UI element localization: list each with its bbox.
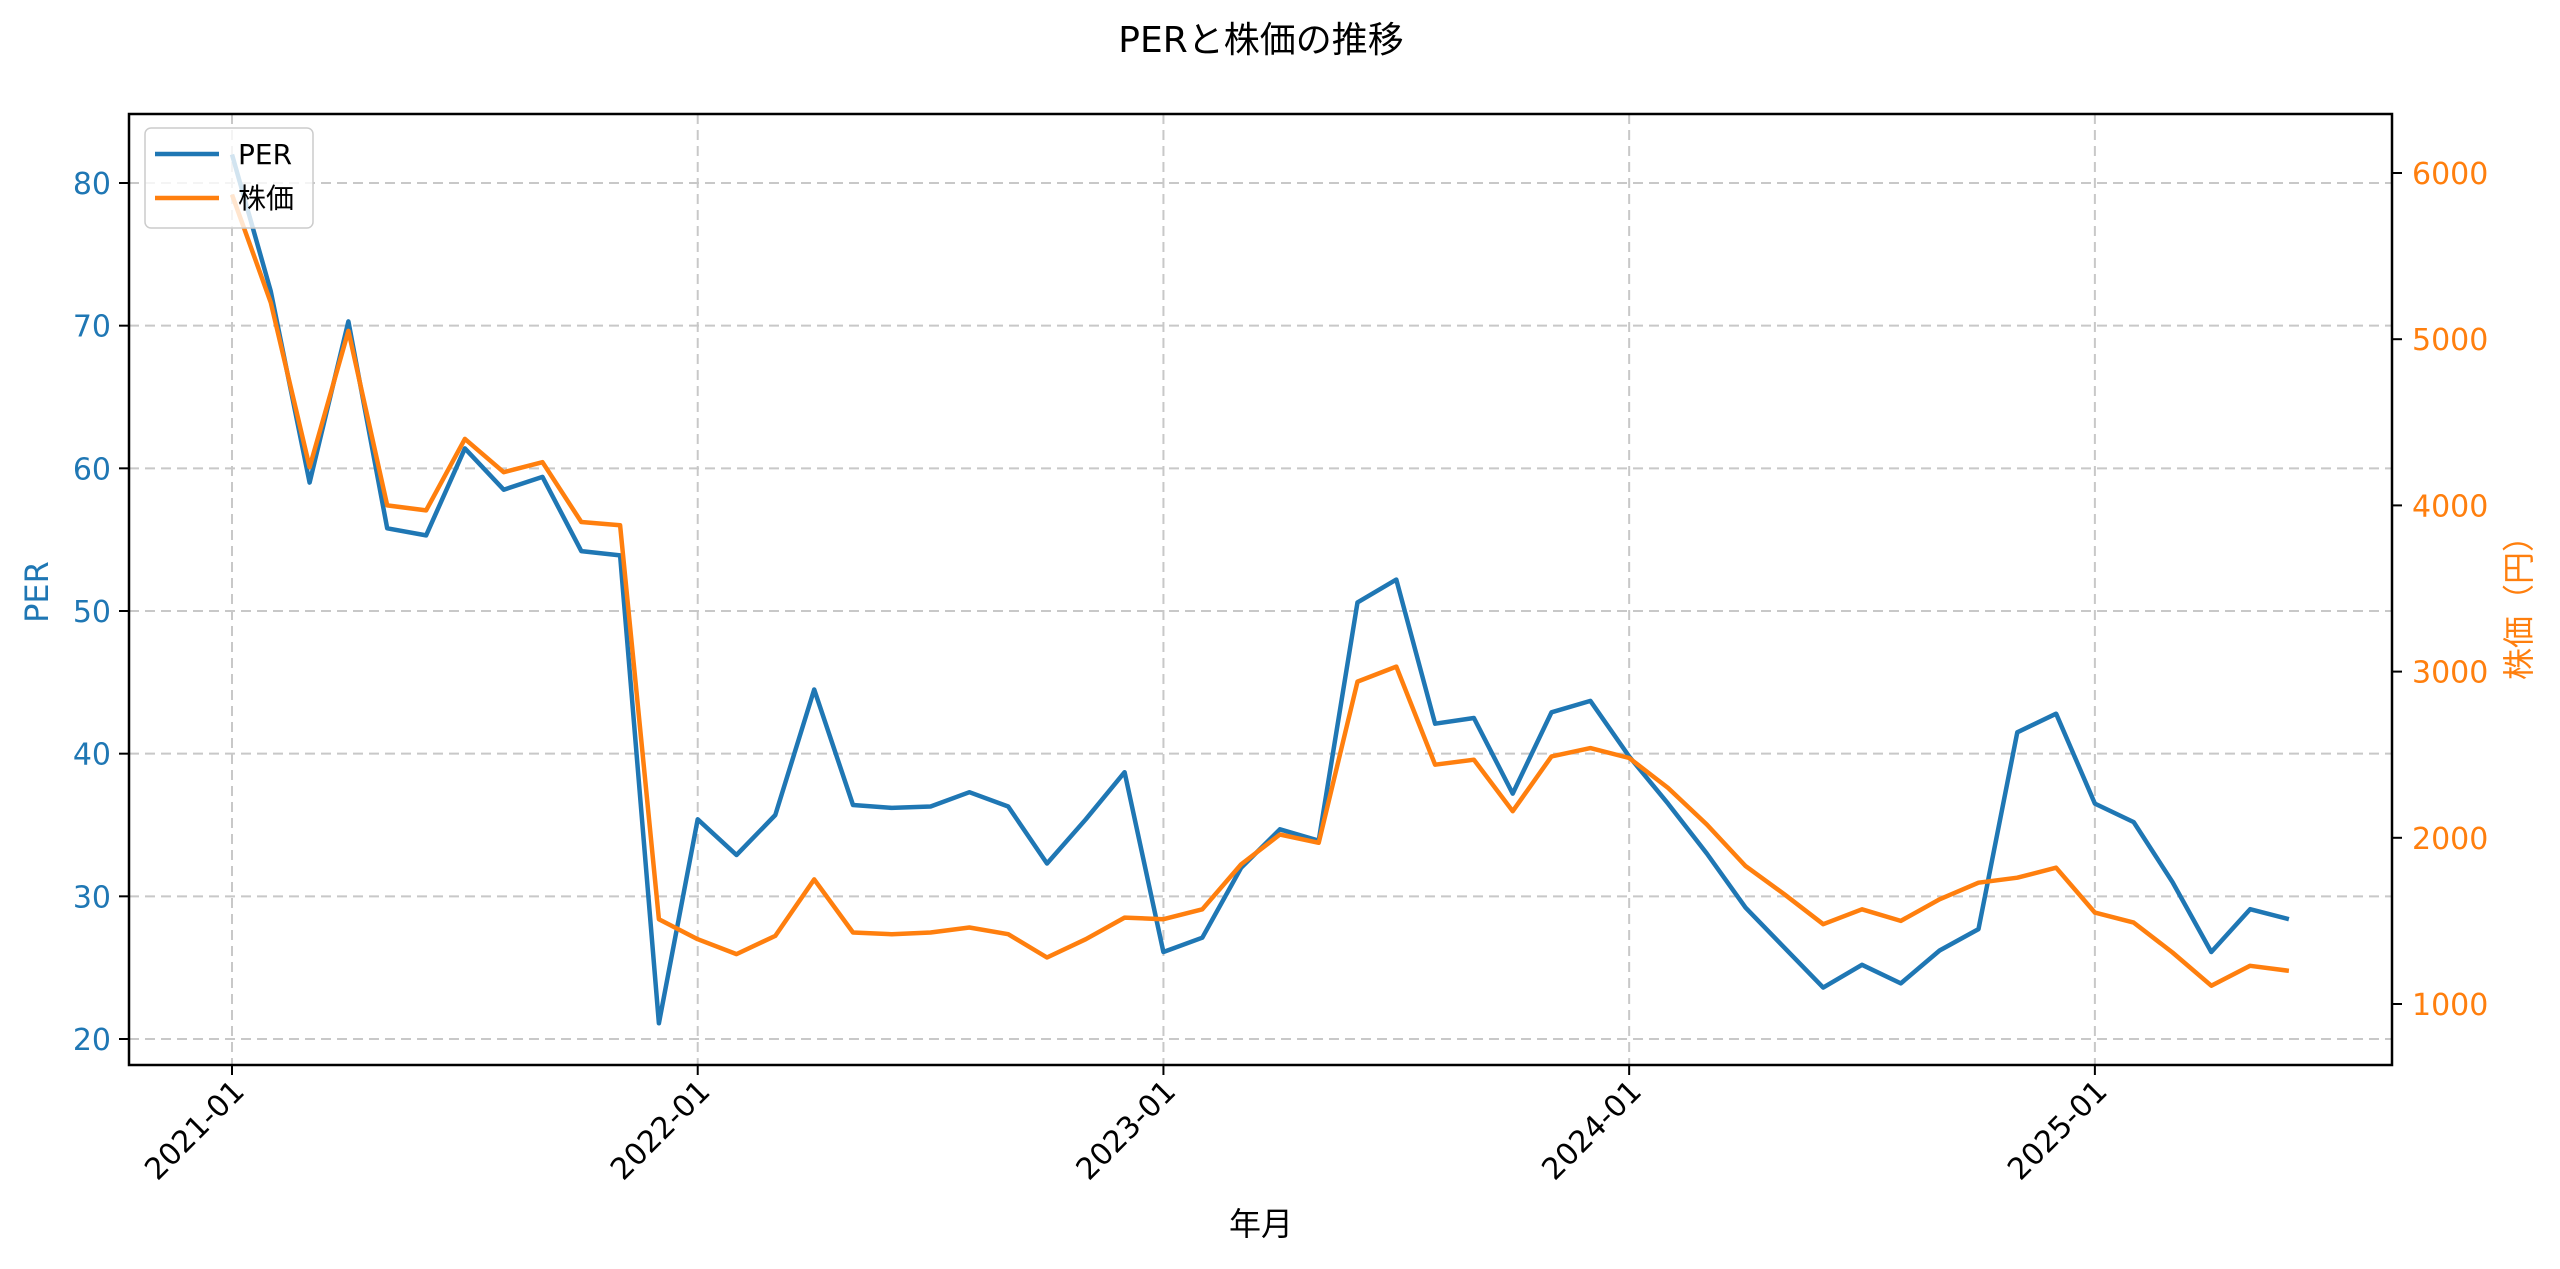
y-tick-label: 70 [73,310,111,345]
y2-axis-label: 株価（円） [2500,520,2538,680]
legend-label-per: PER [238,138,292,171]
legend-label-price: 株価 [238,182,294,215]
grid-lines [129,114,2392,1065]
x-tick-label: 2023-01 [1070,1074,1183,1187]
y2-tick-label: 1000 [2412,988,2488,1023]
y2-tick-label: 6000 [2412,157,2488,192]
left-y-axis: 20 30 40 50 60 70 80 [73,167,129,1058]
x-tick-label: 2024-01 [1535,1074,1648,1187]
chart-title: PERと株価の推移 [1118,20,1403,61]
right-y-axis: 1000 2000 3000 4000 5000 6000 [2392,157,2488,1023]
x-tick-label: 2021-01 [138,1074,251,1187]
data-series [229,153,2290,1026]
legend: PER 株価 [144,127,314,229]
y2-tick-label: 3000 [2412,656,2488,691]
y-tick-label: 50 [73,595,111,630]
price-line [229,193,2290,988]
y-tick-label: 60 [73,452,111,487]
per-line [229,153,2290,1026]
x-axis: 2021-01 2022-01 2023-01 2024-01 2025-01 [138,1065,2115,1187]
y2-tick-label: 2000 [2412,822,2488,857]
y-tick-label: 30 [73,880,111,915]
x-tick-label: 2025-01 [2001,1074,2114,1187]
y2-tick-label: 4000 [2412,489,2488,524]
x-axis-label: 年月 [1229,1205,1293,1243]
x-tick-label: 2022-01 [604,1074,717,1187]
y-tick-label: 40 [73,738,111,773]
y-tick-label: 20 [73,1023,111,1058]
y2-tick-label: 5000 [2412,323,2488,358]
plot-frame [127,112,2394,1067]
y-tick-label: 80 [73,167,111,202]
y-axis-label: PER [18,561,56,623]
